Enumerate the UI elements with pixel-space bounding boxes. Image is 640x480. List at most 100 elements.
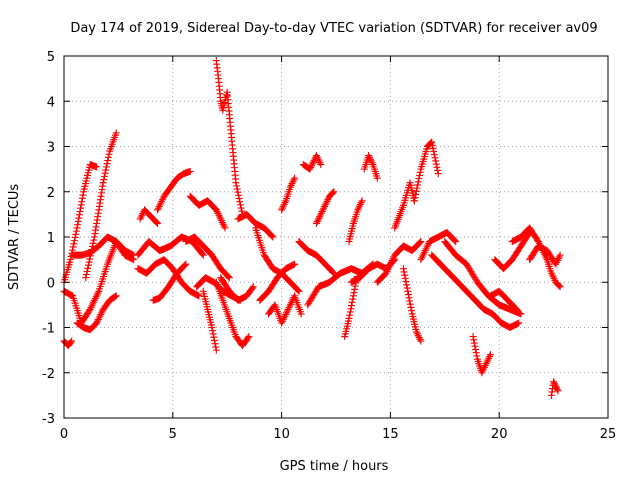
data-point [248,284,256,292]
data-point [345,314,353,322]
data-point [105,150,113,158]
data-point [320,204,328,212]
data-point [79,191,87,199]
y-tick-label: -1 [42,322,55,337]
data-point [316,211,324,219]
data-point [323,197,331,205]
data-point [225,274,233,282]
data-point [278,317,286,325]
series-track-ak [428,251,523,331]
series-track-s [234,210,277,241]
data-point [513,305,521,313]
data-point [236,198,244,206]
data-point [212,343,220,351]
data-point [269,233,277,241]
data-point [351,282,359,290]
data-point [67,256,75,264]
series-track-t [251,224,303,295]
data-point [181,261,189,269]
x-tick-label: 5 [169,427,177,442]
data-point [312,219,320,227]
data-point [321,201,329,209]
data-point [210,336,218,344]
series-track-v [265,292,305,327]
data-point [85,258,93,266]
data-point [209,330,217,338]
data-point [408,307,416,315]
y-tick-label: 1 [47,231,55,246]
data-point [70,240,78,248]
data-point [556,251,564,259]
data-point [199,251,207,259]
data-point [470,339,478,347]
data-point [358,197,366,205]
data-point [154,219,162,227]
data-point [68,337,76,345]
data-point [401,271,409,279]
data-point [452,238,460,246]
data-point [225,273,233,281]
data-point [297,310,305,318]
data-point [555,282,563,290]
data-point [412,187,420,195]
data-point [78,194,86,202]
data-point [432,157,440,165]
data-point [209,327,217,335]
data-point [281,312,289,320]
data-point [100,176,108,184]
data-point [553,385,561,393]
data-point [72,227,80,235]
data-point [159,194,167,202]
data-point [451,237,459,245]
series-track-c [60,238,138,327]
data-point [155,202,163,210]
data-point [221,224,229,232]
data-point [346,311,354,319]
data-point [74,221,82,229]
x-axis-label: GPS time / hours [280,459,389,474]
series-track-x [295,238,338,277]
data-point [307,163,315,171]
data-point [96,312,104,320]
data-point [407,303,415,311]
data-point [317,161,325,169]
series-track-ad [360,152,381,182]
data-point [430,151,438,159]
data-point [319,206,327,214]
data-point [416,168,424,176]
data-point [71,233,79,241]
data-point [308,162,316,170]
data-point [89,239,97,247]
data-point [550,379,558,387]
data-point [233,185,241,193]
data-point [346,308,354,316]
data-point [102,163,110,171]
series-track-af [373,238,425,286]
data-point [93,163,101,171]
data-point [102,166,110,174]
data-point [554,387,562,395]
series-track-l [186,192,229,232]
series-track-k [149,260,190,304]
data-point [98,309,106,317]
series-track-aq [526,242,564,268]
data-point [73,224,81,232]
data-point [282,309,290,317]
series-track-ac [345,197,366,246]
series-track-ah [410,138,442,205]
data-point [432,160,440,168]
data-point [350,289,358,297]
data-point [93,317,101,325]
data-point [348,298,356,306]
data-point [313,218,321,226]
data-point [84,264,92,272]
data-point [235,195,243,203]
series-track-w [278,174,299,214]
data-point [406,297,414,305]
data-point [99,179,107,187]
data-point [93,319,101,327]
data-point [415,175,423,183]
series-track-q [212,278,253,350]
data-point [195,292,203,300]
